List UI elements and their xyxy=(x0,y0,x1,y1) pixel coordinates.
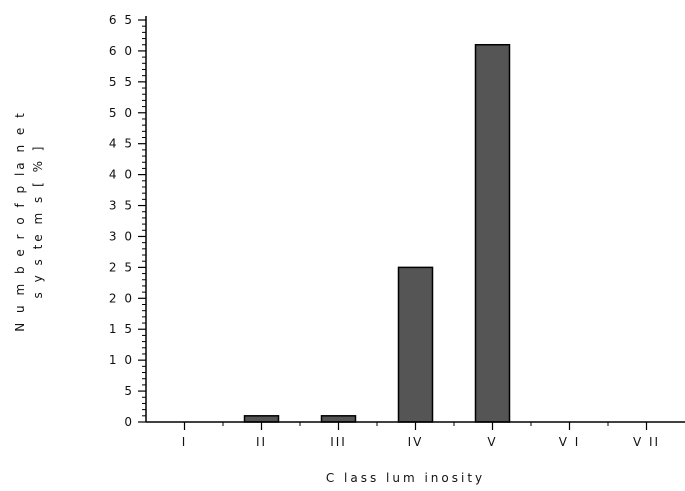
x-tick-label: II xyxy=(256,435,267,449)
y-tick-label: 5 0 xyxy=(109,106,134,120)
x-tick-label: V I xyxy=(559,435,581,449)
x-tick-label: I xyxy=(182,435,188,449)
y-axis-title-line-2: s y s te m s [ % ] xyxy=(31,144,45,299)
y-tick-label: 6 5 xyxy=(109,13,134,27)
y-ticks: 0 5 1 0 1 5 2 0 2 5 3 0 3 5 4 0 4 5 5 0 5 5 6 0 6 5 xyxy=(109,13,146,429)
y-tick-label: 4 0 xyxy=(109,168,134,182)
y-tick-label: 2 0 xyxy=(109,291,134,305)
y-tick-label: 3 5 xyxy=(109,199,134,213)
y-tick-label: 0 xyxy=(124,415,134,429)
bar-2 xyxy=(243,415,280,423)
y-tick-label: 5 5 xyxy=(109,75,134,89)
x-tick-label: IV xyxy=(408,435,424,449)
y-tick-label: 1 0 xyxy=(109,353,134,367)
bar-3 xyxy=(320,415,357,423)
y-tick-label: 4 5 xyxy=(109,137,134,151)
y-tick-label: 3 0 xyxy=(109,229,134,243)
x-axis-title: C lass lum inosity xyxy=(326,471,485,485)
x-tick-label: V II xyxy=(633,435,660,449)
bar-5 xyxy=(474,43,511,423)
x-tick-label: V xyxy=(487,435,497,449)
y-tick-label: 2 5 xyxy=(109,260,134,274)
bar-4 xyxy=(397,266,434,423)
y-tick-label: 5 xyxy=(124,384,134,398)
x-tick-label: III xyxy=(330,435,347,449)
y-tick-label: 6 0 xyxy=(109,44,134,58)
y-axis-title-line-1: N u m b e r o f p la n e t xyxy=(13,110,27,332)
bars-layer xyxy=(243,43,511,423)
y-tick-label: 1 5 xyxy=(109,322,134,336)
